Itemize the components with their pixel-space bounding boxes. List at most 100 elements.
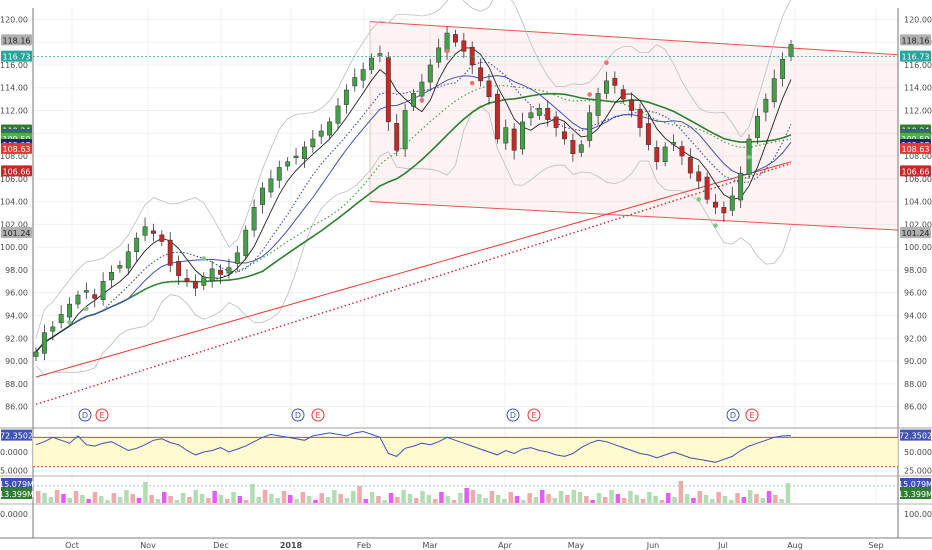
candle-body	[469, 46, 475, 66]
candle-body	[402, 110, 408, 150]
candle-body	[478, 67, 484, 82]
event-circle	[311, 408, 325, 422]
candle-body	[385, 57, 391, 123]
candle-body	[503, 127, 509, 144]
volume-bar	[262, 490, 268, 503]
event-circle	[291, 408, 305, 422]
volume-bar	[174, 500, 180, 503]
price-label-left: 116.73	[1, 50, 32, 62]
candle-body	[360, 69, 366, 81]
y-tick-right: 86.00	[904, 403, 927, 412]
candle-body	[721, 207, 727, 214]
volume-bar	[250, 484, 255, 503]
volume-bar	[628, 491, 633, 503]
signal-dot	[444, 48, 450, 54]
price-label-text: 118.16	[902, 36, 930, 45]
price-label-box	[1, 227, 32, 239]
candle-body	[75, 294, 81, 305]
volume-bar	[124, 490, 129, 503]
y-tick-right: 106.00	[904, 175, 932, 184]
volume-bar	[590, 500, 595, 503]
candle-body	[612, 77, 618, 86]
event-circle	[95, 408, 109, 422]
y-tick-right: 98.00	[904, 266, 927, 275]
volume-bar	[73, 491, 79, 503]
candle-body	[192, 281, 198, 289]
volume-bar	[458, 493, 463, 503]
volume-bar	[382, 500, 387, 503]
candle-body	[285, 161, 291, 167]
volume-bar	[521, 500, 526, 503]
candle-body	[486, 80, 492, 98]
signal-dot	[587, 92, 592, 97]
event-circle	[527, 408, 541, 422]
candle-body	[637, 108, 643, 128]
price-label-box	[900, 34, 931, 46]
ma-100	[35, 161, 792, 378]
volume-bar	[281, 491, 287, 503]
volume-bar	[332, 490, 337, 503]
volume-bar	[666, 493, 671, 503]
candle-body	[318, 130, 324, 137]
y-tick-right: 114.00	[904, 84, 932, 93]
volume-bar	[426, 495, 432, 503]
event-label: E	[315, 411, 320, 420]
volume-bar	[117, 497, 123, 503]
candle-body	[301, 146, 307, 160]
event-label: E	[99, 411, 104, 420]
volume-bar	[313, 500, 318, 503]
candle-body	[159, 234, 165, 242]
volume-bar	[571, 490, 576, 503]
price-label-box	[900, 50, 931, 62]
candle-body	[377, 53, 383, 56]
volume-bar	[143, 482, 148, 503]
candle-body	[369, 57, 375, 70]
volume-bar	[155, 499, 161, 503]
rsi-line	[35, 430, 792, 463]
event-marker-E: E	[311, 408, 325, 422]
volume-bar	[212, 491, 217, 503]
volume-bar	[533, 497, 539, 503]
volume-bar	[483, 498, 488, 503]
price-label-box	[900, 165, 931, 177]
candle-body	[620, 89, 626, 100]
volume-bar	[659, 500, 665, 503]
volume-bar	[552, 498, 558, 503]
candle-body	[50, 326, 56, 332]
event-label: E	[749, 411, 754, 420]
bollinger-upper	[35, 0, 792, 339]
volume-bar	[168, 496, 173, 503]
volume-value-box	[1, 478, 32, 489]
volume-bar	[621, 498, 627, 503]
volume-bar	[766, 491, 772, 503]
y-tick-left: 98.00	[5, 266, 28, 275]
event-marker-E: E	[745, 408, 759, 422]
price-label-text: 118.16	[3, 36, 31, 45]
signal-dot	[419, 97, 425, 103]
volume-bar	[357, 486, 362, 503]
candle-body	[276, 167, 282, 181]
x-tick-label: Aug	[787, 541, 803, 550]
volume-bar	[369, 492, 375, 503]
volume-bar	[678, 481, 684, 503]
rsi-value-label: 72.3502	[0, 432, 33, 441]
candle-body	[260, 187, 265, 205]
y-tick-left: 116.00	[0, 61, 28, 70]
x-tick-label: Sep	[868, 541, 883, 550]
volume-bar	[288, 495, 293, 503]
event-label: D	[730, 411, 736, 420]
volume-bar	[729, 500, 734, 503]
price-label-right: 101.24	[900, 227, 931, 239]
volume-bar	[149, 495, 154, 503]
candle-body	[201, 276, 207, 286]
rsi-tick-right: 25.0000	[904, 466, 932, 475]
candle-body	[251, 207, 257, 231]
volume-value-label: 15.079M	[0, 480, 34, 489]
rsi-tick-left: 25.0000	[0, 466, 28, 475]
candle-body	[494, 93, 500, 140]
signal-dot	[469, 80, 475, 86]
price-label-right: 108.63	[900, 142, 931, 154]
y-tick-left: 120.00	[0, 15, 28, 24]
volume-bar	[495, 495, 501, 503]
